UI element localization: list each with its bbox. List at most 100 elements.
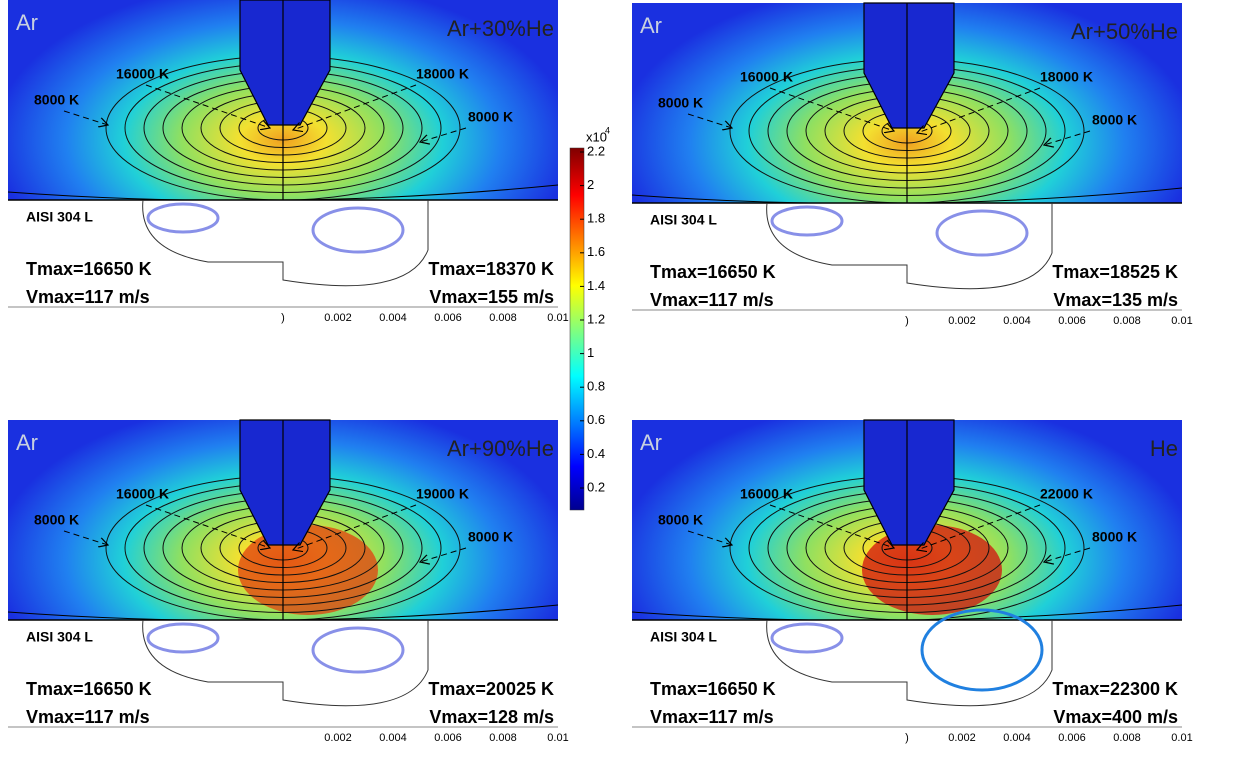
workpiece (632, 620, 1182, 730)
left-stat: Tmax=16650 K (650, 262, 776, 282)
colorbar-tick-label: 2.2 (587, 143, 605, 158)
contour-label: 16000 K (740, 69, 793, 85)
vortex (311, 206, 405, 254)
weld-pool (766, 202, 1053, 290)
left-stat: Tmax=16650 K (26, 259, 152, 279)
hot-core (862, 525, 1002, 615)
material-label: AISI 304 L (650, 629, 717, 645)
workpiece (8, 620, 558, 730)
left-stat: Vmax=117 m/s (26, 287, 150, 307)
x-tick-label: 0.006 (1058, 732, 1086, 744)
contour-label: 18000 K (1040, 69, 1093, 85)
contour-label: 22000 K (1040, 486, 1093, 502)
weld-pool (142, 619, 429, 707)
contour-label: 8000 K (34, 512, 79, 528)
colorbar-tick-label: 0.6 (587, 412, 605, 427)
contour-label: 8000 K (468, 529, 513, 545)
x-tick-label: 0.01 (1171, 732, 1192, 744)
colorbar-tick-label: 1.8 (587, 211, 605, 226)
x-tick-label: 0.004 (1003, 315, 1031, 327)
right-gas: Ar+90%He (447, 436, 554, 461)
colorbar-tick-label: 0.4 (587, 446, 605, 461)
annotation-arrow (420, 547, 467, 562)
weld-pool (142, 199, 429, 287)
colorbar-tick-label: 1 (587, 345, 594, 360)
material-label: AISI 304 L (26, 209, 93, 225)
x-tick-label: 0.006 (1058, 315, 1086, 327)
material-label: AISI 304 L (26, 629, 93, 645)
right-gas: He (1150, 436, 1178, 461)
right-stat: Tmax=20025 K (428, 679, 554, 699)
x-tick-label: 0.002 (324, 732, 352, 744)
x-tick-label: 0.004 (379, 312, 407, 324)
panel: Ar Ar+90%He 16000 K 19000 K 8000 K 8000 K AISI… (7, 419, 569, 744)
contour-label: 16000 K (116, 486, 169, 502)
right-gas: Ar+30%He (447, 16, 554, 41)
annotation-arrow (420, 127, 467, 142)
x-tick-label: 0.002 (948, 732, 976, 744)
contour-label: 8000 K (1092, 529, 1137, 545)
annotation-arrow (687, 530, 732, 545)
annotation-arrow (145, 504, 270, 548)
vortex (770, 622, 844, 654)
colorbar-tick-label: 1.6 (587, 244, 605, 259)
x-tick-label: 0.008 (1113, 732, 1141, 744)
colorbar-tick-label: 1.4 (587, 278, 605, 293)
right-stat: Tmax=18525 K (1052, 262, 1178, 282)
left-stat: Tmax=16650 K (650, 679, 776, 699)
right-stat: Vmax=135 m/s (1053, 290, 1178, 310)
x-tick-label: 0.004 (379, 732, 407, 744)
x-tick-label: 0.008 (489, 732, 517, 744)
annotation-arrow (1044, 547, 1091, 562)
x-tick-label: 0.008 (489, 312, 517, 324)
vortex (146, 622, 220, 654)
contour-label: 8000 K (658, 512, 703, 528)
x-tick-label: 0.002 (324, 312, 352, 324)
weld-pool (766, 619, 1053, 707)
annotation-arrow (63, 530, 108, 545)
x-tick-label: 0.004 (1003, 732, 1031, 744)
workpiece (632, 203, 1182, 313)
annotation-arrow (917, 504, 1041, 550)
right-gas: Ar+50%He (1071, 19, 1178, 44)
right-stat: Vmax=155 m/s (429, 287, 554, 307)
annotation-arrow (1044, 130, 1091, 145)
left-gas: Ar (640, 430, 662, 455)
x-tick-label: ) (281, 312, 285, 324)
colorbar-tick-label: 1.2 (587, 311, 605, 326)
colorbar-tick-label: 0.8 (587, 379, 605, 394)
left-gas: Ar (16, 430, 38, 455)
workpiece (8, 200, 558, 310)
left-stat: Vmax=117 m/s (650, 290, 774, 310)
contour-label: 8000 K (658, 95, 703, 111)
colorbar (569, 147, 585, 511)
contour-label: 19000 K (416, 486, 469, 502)
x-tick-label: ) (905, 315, 909, 327)
contour-label: 16000 K (116, 66, 169, 82)
annotation-arrow (145, 84, 270, 128)
material-label: AISI 304 L (650, 212, 717, 228)
contour-label: 8000 K (1092, 112, 1137, 128)
x-tick-label: 0.006 (434, 732, 462, 744)
annotation-arrow (63, 110, 108, 125)
contour-label: 18000 K (416, 66, 469, 82)
vortex (920, 608, 1044, 692)
right-stat: Tmax=18370 K (428, 259, 554, 279)
annotation-arrow (769, 504, 894, 548)
colorbar-tick-label: 0.2 (587, 479, 605, 494)
x-tick-label: 0.01 (1171, 315, 1192, 327)
right-stat: Vmax=400 m/s (1053, 707, 1178, 727)
colorbar-exponent: 4 (605, 125, 610, 135)
annotation-arrow (293, 84, 417, 130)
panel: Ar Ar+30%He 16000 K 18000 K 8000 K 8000 K AISI… (7, 0, 569, 324)
vortex (146, 202, 220, 234)
left-stat: Vmax=117 m/s (26, 707, 150, 727)
x-tick-label: 0.002 (948, 315, 976, 327)
annotation-arrow (293, 504, 417, 550)
vortex (770, 205, 844, 237)
panel: Ar He 16000 K 22000 K 8000 K 8000 K AISI 304 L… (631, 419, 1193, 744)
x-tick-label: 0.006 (434, 312, 462, 324)
left-stat: Vmax=117 m/s (650, 707, 774, 727)
